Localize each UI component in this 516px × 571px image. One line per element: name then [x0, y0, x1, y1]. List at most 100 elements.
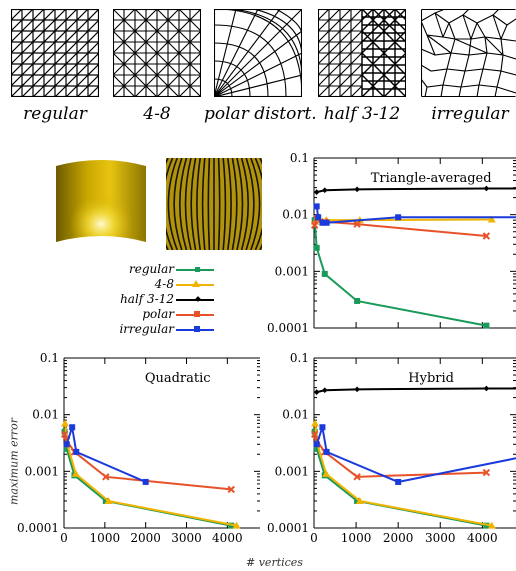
mesh-label-irregular: irregular: [431, 104, 509, 124]
legend-label: half 3-12: [120, 292, 174, 306]
data-point: [104, 496, 113, 504]
data-point: [487, 521, 496, 529]
data-point: [311, 428, 318, 435]
mesh-regular: [10, 8, 100, 98]
y-tick-label: 0.01: [32, 408, 59, 422]
y-tick-label: 0.001: [275, 464, 309, 478]
chart-title: Triangle-averaged: [371, 171, 492, 186]
y-tick-label: 0.001: [275, 264, 309, 278]
data-point: [71, 469, 80, 477]
zebra-stripe: [236, 157, 244, 251]
data-point: [61, 419, 70, 427]
data-point: [353, 220, 361, 228]
data-point: [482, 468, 491, 477]
chart-title: Quadratic: [145, 371, 211, 386]
data-point: [60, 430, 69, 439]
legend-item-regular: regular: [96, 262, 214, 277]
legend-label: regular: [129, 262, 174, 276]
data-point: [313, 189, 320, 195]
data-point: [310, 430, 319, 439]
data-point: [313, 244, 320, 251]
mesh-label-polar-distort: polar distort.: [204, 104, 317, 124]
data-point: [319, 219, 326, 226]
legend-triangle-marker: [192, 280, 200, 287]
mesh-label-half-3-12: half 3-12: [323, 104, 401, 124]
y-axis-title: maximum error: [7, 417, 21, 506]
x-tick-label: 2000: [130, 531, 161, 545]
y-tick-label: 0.1: [290, 151, 309, 165]
legend-square-marker: [194, 326, 200, 332]
zebra-stripe: [201, 157, 206, 251]
zebra-stripe: [231, 157, 238, 251]
data-point: [63, 445, 70, 452]
data-point: [487, 215, 496, 223]
data-point: [322, 469, 331, 477]
data-point: [353, 473, 361, 481]
data-point: [319, 424, 326, 431]
series-line-regular: [313, 431, 487, 527]
data-point: [354, 386, 360, 393]
data-point: [313, 203, 320, 210]
mesh-label-4-8: 4-8: [143, 104, 171, 124]
x-tick-label: 1000: [90, 531, 121, 545]
data-point: [63, 441, 70, 448]
chart-triangle-averaged: 0.0001 0.001 0.01 0.1 Triangle-averaged: [267, 151, 516, 335]
zebra-stripe: [217, 157, 221, 251]
mesh-polar-distort: [213, 8, 303, 98]
series-line-regular: [63, 431, 232, 527]
zebra-stripe: [245, 157, 255, 251]
data-point: [483, 185, 490, 192]
data-point: [354, 297, 361, 304]
data-point: [321, 270, 328, 277]
data-point: [315, 214, 322, 221]
chart-hybrid: 0.0001 0.001 0.01 0.1 0 1000 2000 3000 4000 Hybri…: [267, 351, 516, 545]
mesh-label-regular: regular: [23, 104, 87, 124]
legend-item-polar: polar: [96, 307, 214, 322]
data-point: [142, 478, 149, 485]
data-point: [354, 497, 361, 504]
legend-square-marker: [195, 267, 200, 272]
zebra-stripe: [167, 157, 178, 251]
data-point: [321, 387, 328, 394]
zebra-stripe: [207, 157, 211, 251]
data-point: [321, 187, 328, 194]
zebra-stripes-render: [156, 157, 272, 251]
chart-title: Hybrid: [408, 371, 454, 386]
data-point: [61, 428, 68, 435]
y-tick-label: 0.01: [282, 408, 309, 422]
y-tick-label: 0.001: [25, 464, 59, 478]
zebra-stripe: [240, 157, 249, 251]
data-point: [482, 232, 491, 240]
shaded-cylinder-render: [54, 158, 148, 250]
data-point: [354, 186, 360, 193]
zebra-stripe: [184, 157, 192, 251]
x-axis-title: # vertices: [246, 556, 303, 569]
legend-x-marker: [194, 311, 200, 317]
zebra-stripe: [250, 157, 261, 251]
data-point: [311, 419, 320, 427]
chart-legend: regular 4-8 half 3-12 polar irregular: [96, 262, 214, 337]
data-point: [232, 521, 241, 529]
zebra-stripe: [173, 157, 183, 251]
data-point: [102, 497, 109, 504]
x-tick-label: 0: [60, 531, 68, 545]
x-tick-label: 4000: [467, 531, 498, 545]
zebra-stripe: [227, 157, 232, 251]
mesh-irregular: [420, 8, 516, 98]
data-point: [69, 424, 76, 431]
legend-label: irregular: [119, 322, 174, 336]
data-point: [313, 441, 320, 448]
y-tick-label: 0.01: [282, 208, 309, 222]
series-line-polar: [313, 434, 487, 478]
legend-item-half-3-12: half 3-12: [96, 292, 214, 307]
data-point: [313, 445, 320, 452]
y-tick-label: 0.1: [290, 351, 309, 365]
zebra-stripe: [190, 157, 197, 251]
mesh-4-8: [112, 8, 202, 98]
data-point: [323, 448, 330, 455]
zebra-stripe: [222, 157, 227, 251]
x-tick-label: 2000: [383, 531, 414, 545]
legend-label: 4-8: [154, 277, 174, 291]
x-tick-label: 0: [310, 531, 318, 545]
